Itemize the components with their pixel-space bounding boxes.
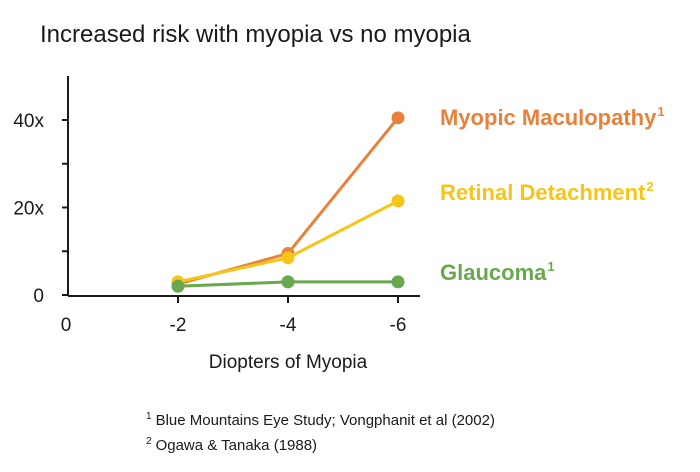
footnote-1: 1 Blue Mountains Eye Study; Vongphanit et… — [146, 411, 495, 429]
x-tick-label: -2 — [170, 315, 187, 336]
series-label: Myopic Maculopathy1 — [440, 104, 665, 130]
y-tick-label: 20x — [13, 199, 44, 220]
series-line — [177, 199, 399, 284]
x-tick-label: -6 — [390, 315, 407, 336]
footnote-1-mark: 1 — [146, 411, 152, 422]
y-ticks: 0 20x 40x — [13, 111, 68, 307]
x-tick-label: -4 — [280, 315, 297, 336]
data-point — [281, 251, 295, 265]
x-ticks: 0 -2 -4 -6 — [61, 296, 407, 336]
data-point — [171, 279, 185, 293]
x-tick-label: 0 — [61, 315, 72, 336]
data-point — [391, 194, 405, 208]
y-tick-label: 40x — [13, 111, 44, 132]
data-point — [391, 111, 405, 125]
data-point — [391, 275, 405, 289]
y-tick-label: 0 — [33, 286, 44, 307]
footnote-2-mark: 2 — [146, 436, 152, 447]
series-labels: Myopic Maculopathy1 Retinal Detachment2 Gl… — [440, 104, 665, 285]
x-axis-label: Diopters of Myopia — [209, 352, 368, 373]
chart-title: Increased risk with myopia vs no myopia — [40, 21, 471, 48]
series-label: Retinal Detachment2 — [440, 179, 654, 205]
data-point — [281, 275, 295, 289]
footnote-2-text: Ogawa & Tanaka (1988) — [156, 437, 318, 454]
footnote-1-text: Blue Mountains Eye Study; Vongphanit et … — [156, 412, 495, 429]
series-lines — [171, 111, 405, 293]
series-label: Glaucoma1 — [440, 259, 555, 285]
footnote-2: 2 Ogawa & Tanaka (1988) — [146, 436, 317, 454]
